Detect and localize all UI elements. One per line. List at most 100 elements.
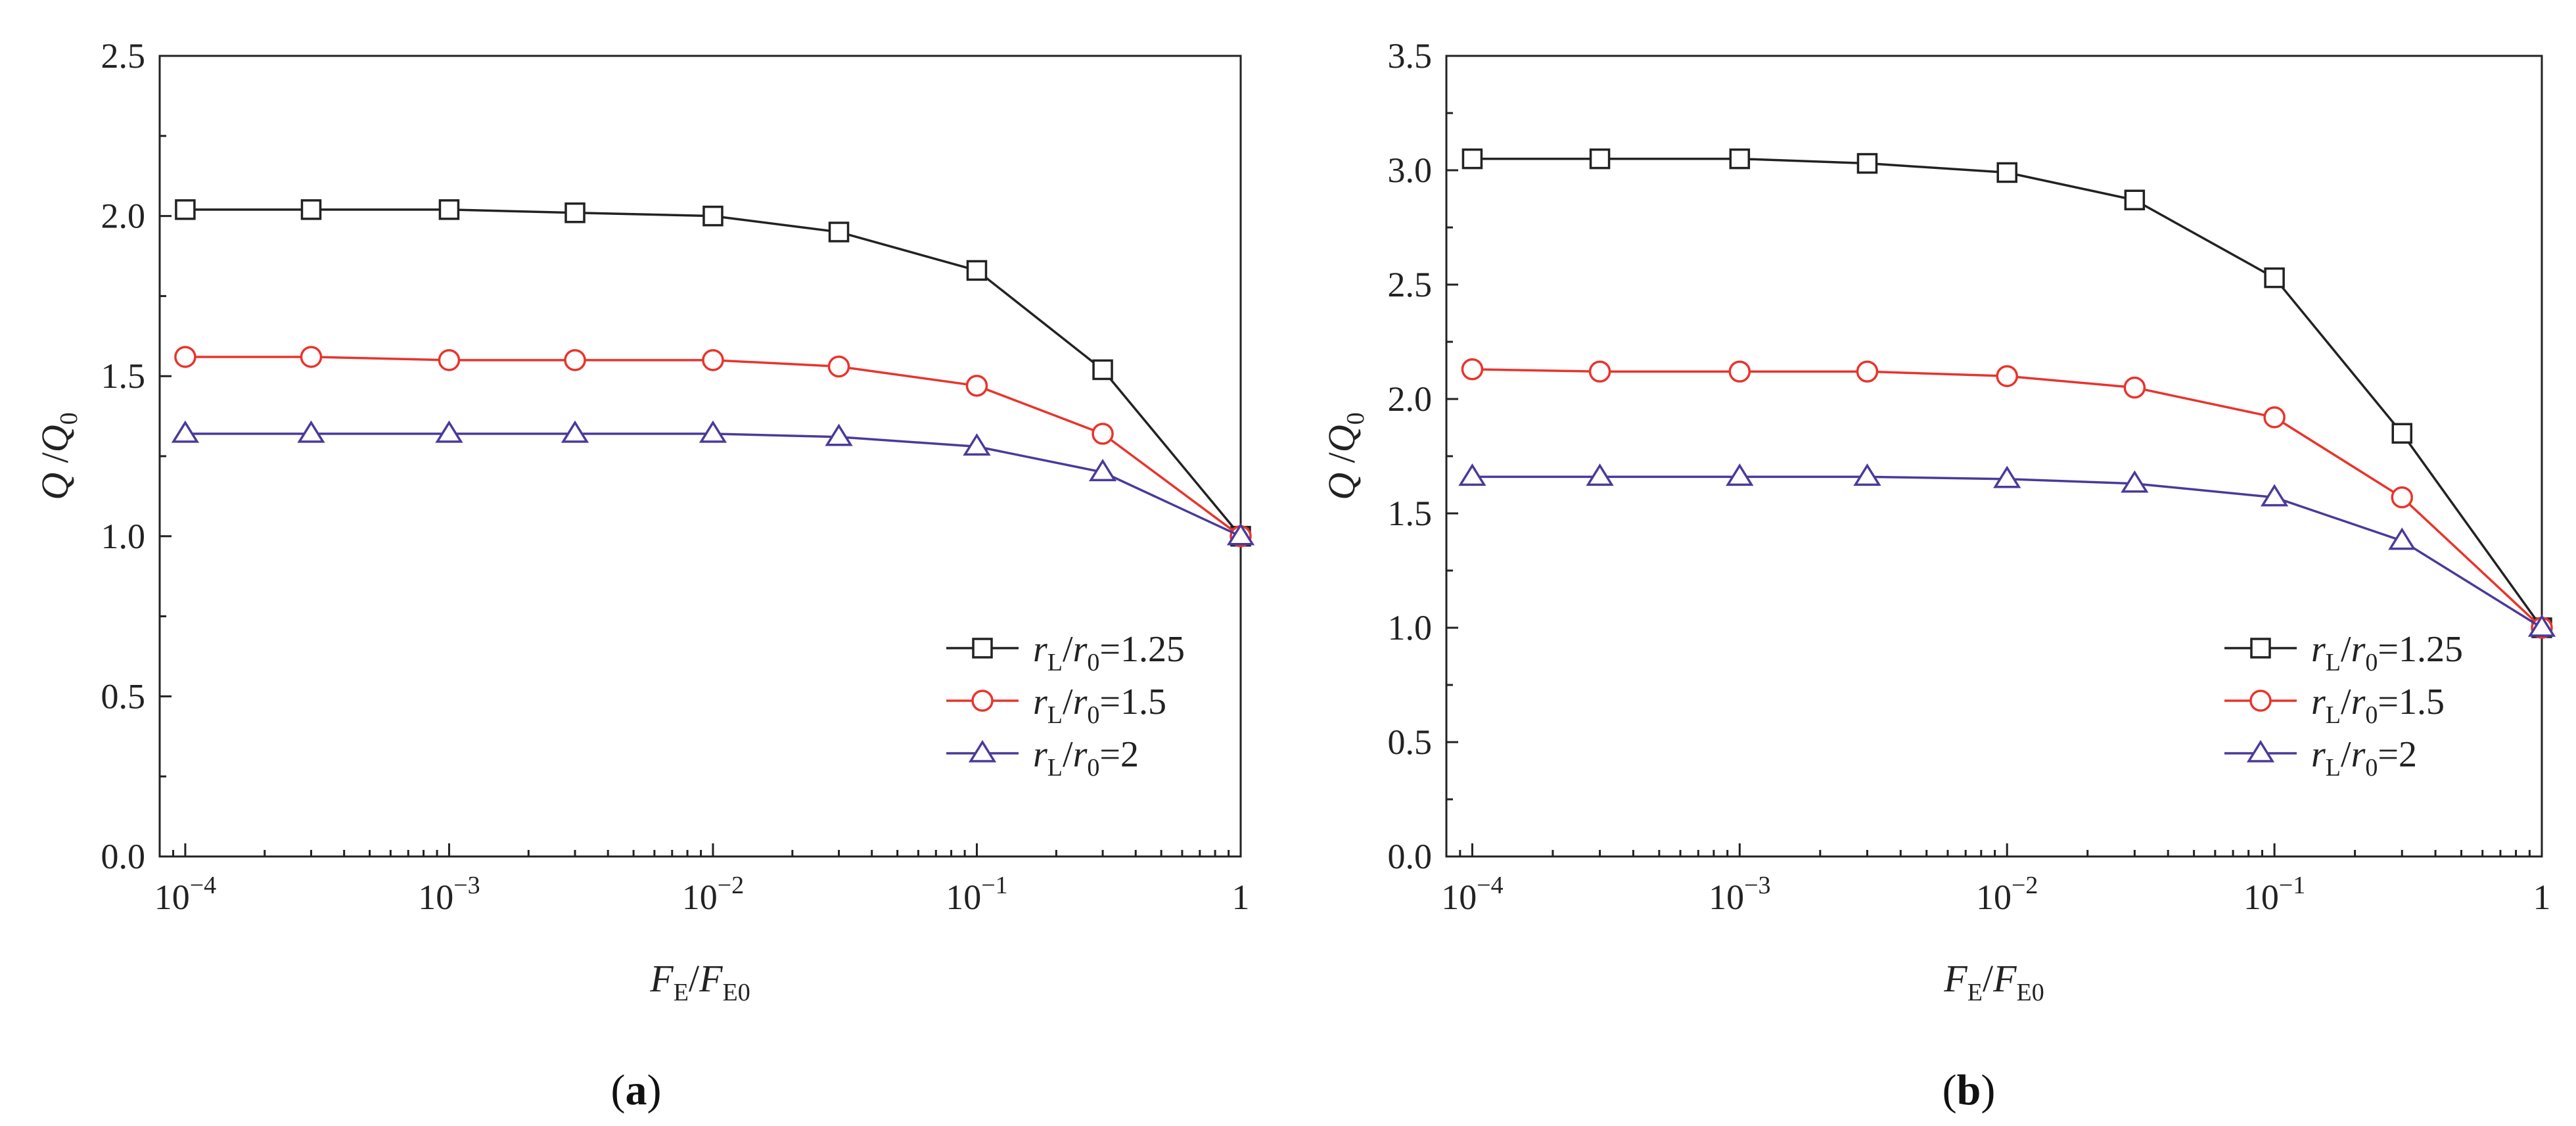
y-tick-label: 0.0 xyxy=(1388,837,1433,876)
y-tick-label: 0.5 xyxy=(1388,722,1433,762)
series-line-circle xyxy=(185,356,1242,538)
x-tick-exponent: −3 xyxy=(453,872,480,899)
legend-r2: r xyxy=(2351,682,2366,722)
x-axis-sub2: E0 xyxy=(2017,979,2044,1006)
x-tick-label: 10−1 xyxy=(2243,872,2305,917)
chart-panel-a: 0.00.51.01.52.02.510−4 10−3 10−2 10−1 1rL/r0… xyxy=(34,36,1255,1114)
legend-marker-circle xyxy=(971,690,994,712)
legend-r-sub: L xyxy=(1047,701,1063,729)
legend-marker-triangle xyxy=(968,739,997,762)
y-tick-label: 0.0 xyxy=(101,837,146,876)
legend-value: =1.25 xyxy=(1099,629,1185,670)
x-tick-label: 10−1 xyxy=(946,872,1007,917)
data-point-triangle xyxy=(1458,463,1486,486)
x-tick-label: 10−3 xyxy=(1709,872,1770,917)
legend-r2: r xyxy=(1073,682,1088,722)
legend-label: rL/r0=2 xyxy=(2311,734,2417,782)
legend-r: r xyxy=(1033,629,1047,670)
y-tick-label: 2.0 xyxy=(101,197,146,236)
data-point-circle xyxy=(1588,360,1611,383)
legend-marker-circle xyxy=(2249,690,2272,712)
legend-value: =1.5 xyxy=(2378,682,2445,722)
data-point-square xyxy=(2391,423,2412,444)
y-axis-slash: / xyxy=(34,452,76,473)
data-point-triangle xyxy=(1726,463,1754,486)
x-axis-title: FE/FE0 xyxy=(1943,957,2044,1006)
data-point-circle xyxy=(1092,423,1114,445)
x-tick-exponent: −2 xyxy=(2012,872,2038,899)
y-tick-label: 2.5 xyxy=(101,36,146,76)
legend-marker-square xyxy=(2250,638,2271,659)
y-tick-label: 3.0 xyxy=(1388,151,1433,190)
data-point-circle xyxy=(1856,360,1879,383)
data-point-square xyxy=(564,202,586,223)
data-point-square xyxy=(300,199,322,220)
x-tick-base: 10 xyxy=(1976,878,2012,917)
data-point-square xyxy=(1589,148,1611,170)
legend-label: rL/r0=1.25 xyxy=(1033,629,1185,676)
legend-marker-square xyxy=(972,638,993,659)
y-axis-q: Q xyxy=(34,473,76,500)
x-axis-f: F xyxy=(1943,957,1967,1000)
y-tick-label: 3.5 xyxy=(1388,36,1433,76)
x-tick-label: 1 xyxy=(2533,878,2551,917)
y-tick-label: 1.5 xyxy=(101,356,146,396)
y-axis-slash: / xyxy=(1320,452,1363,473)
x-tick-base: 10 xyxy=(154,878,190,917)
x-tick-label: 10−3 xyxy=(418,872,480,917)
data-point-triangle xyxy=(1226,523,1255,546)
legend-r-sub: L xyxy=(2326,701,2341,729)
legend-value: =2 xyxy=(2378,734,2417,775)
data-point-circle xyxy=(564,349,586,371)
y-axis-q: Q xyxy=(1320,473,1363,500)
y-tick-label: 0.5 xyxy=(101,676,146,716)
legend-r-sub: L xyxy=(2326,649,2341,676)
data-point-square xyxy=(1996,162,2017,183)
legend-r2-sub: 0 xyxy=(1087,649,1099,676)
legend-r2-sub: 0 xyxy=(1087,754,1099,782)
x-tick-base: 10 xyxy=(682,878,718,917)
data-point-circle xyxy=(965,375,988,397)
legend-r-sub: L xyxy=(2326,754,2341,782)
x-tick-base: 10 xyxy=(418,878,453,917)
data-point-circle xyxy=(300,346,323,368)
data-point-triangle xyxy=(825,423,853,446)
panel-label: (b) xyxy=(1943,1066,1996,1114)
panel-label-letter: b xyxy=(1957,1066,1981,1114)
legend-r: r xyxy=(2311,734,2326,775)
panel-label-open: ( xyxy=(611,1066,626,1114)
panel-label-close: ) xyxy=(1981,1066,1995,1114)
x-axis-slash: / xyxy=(1983,957,1994,1000)
data-point-circle xyxy=(2263,406,2286,429)
legend-r-sub: L xyxy=(1047,754,1063,782)
chart-panel-b: 0.00.51.01.52.02.53.03.510−4 10−3 10−2 10−1… xyxy=(1320,36,2556,1114)
legend-r2: r xyxy=(1073,734,1088,775)
data-point-square xyxy=(1856,152,1878,174)
legend-r: r xyxy=(1033,734,1047,775)
legend-label: rL/r0=1.5 xyxy=(1033,682,1166,729)
x-axis-f: F xyxy=(649,957,674,1000)
x-axis-sub2: E0 xyxy=(723,979,750,1006)
legend-slash: / xyxy=(2341,629,2351,670)
legend-r2: r xyxy=(2351,629,2366,670)
data-point-circle xyxy=(702,349,724,371)
x-tick-label: 10−4 xyxy=(154,872,216,917)
data-point-triangle xyxy=(2527,614,2556,637)
data-point-square xyxy=(1092,359,1113,381)
data-point-square xyxy=(2124,189,2146,210)
y-axis-q0: Q xyxy=(34,425,76,452)
x-tick-base: 1 xyxy=(2533,878,2551,917)
y-axis-title: Q /Q0 xyxy=(1320,412,1369,500)
x-axis-slash: / xyxy=(689,957,700,1000)
data-point-circle xyxy=(174,346,196,368)
data-point-circle xyxy=(2391,486,2413,509)
legend-r2: r xyxy=(2351,734,2366,775)
x-tick-label: 10−2 xyxy=(682,872,744,917)
legend-slash: / xyxy=(2341,734,2351,775)
panel-label-close: ) xyxy=(647,1066,662,1114)
x-tick-exponent: −4 xyxy=(1477,872,1503,899)
legend-slash: / xyxy=(1063,682,1073,722)
y-axis-sub: 0 xyxy=(55,412,83,425)
data-point-triangle xyxy=(2260,484,2289,507)
data-point-circle xyxy=(1996,365,2018,387)
